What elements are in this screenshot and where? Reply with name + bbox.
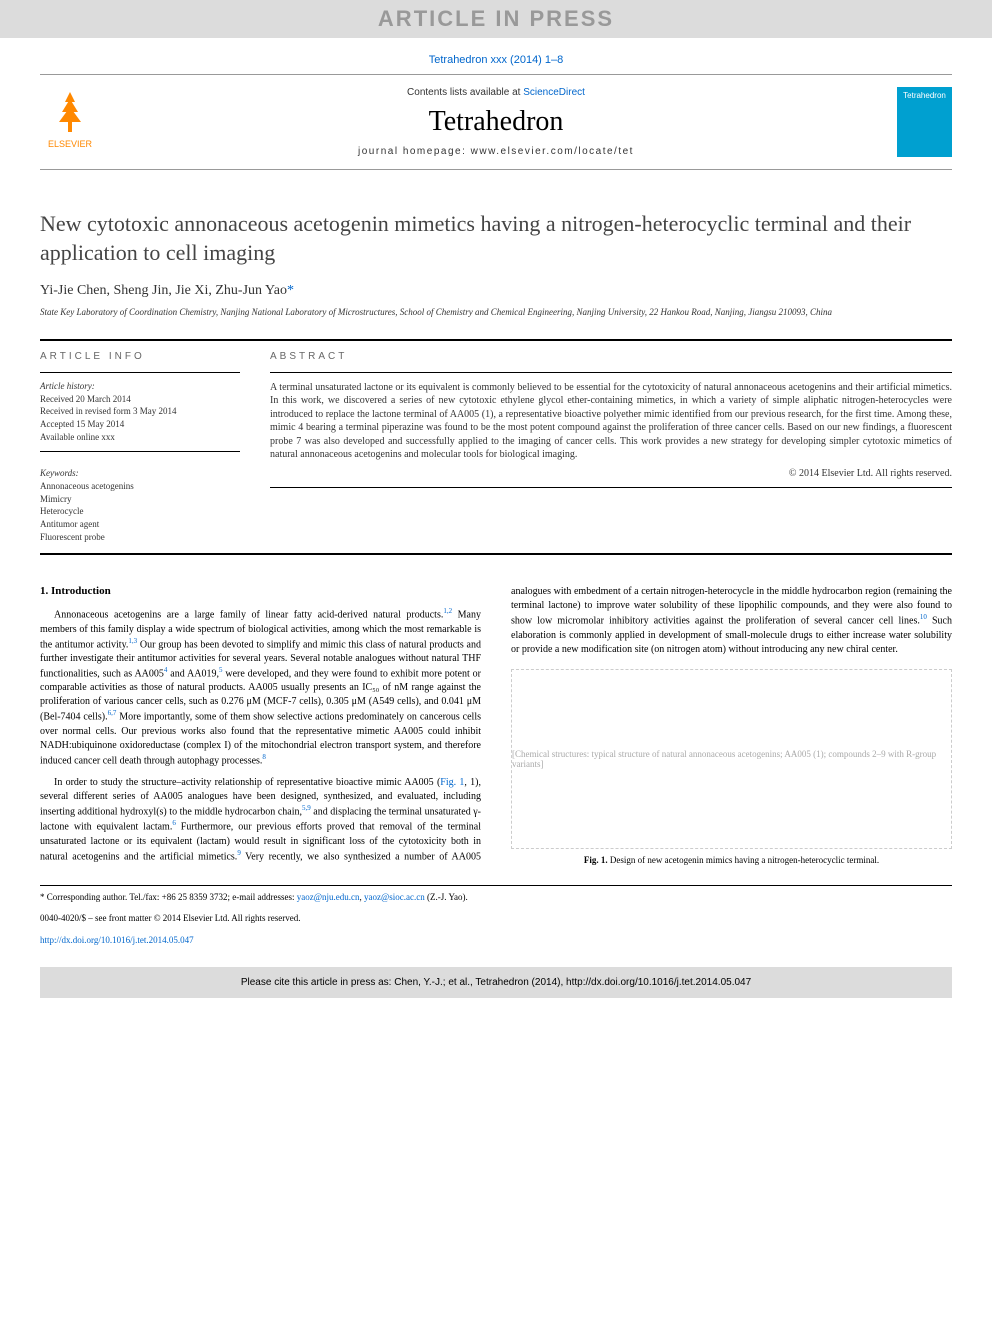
figure-caption: Fig. 1. Design of new acetogenin mimics … xyxy=(511,855,952,865)
received-date: Received 20 March 2014 xyxy=(40,393,240,406)
citation-ref[interactable]: 5,9 xyxy=(302,804,311,812)
figure-caption-text: Design of new acetogenin mimics having a… xyxy=(608,855,879,865)
keyword: Antitumor agent xyxy=(40,518,240,531)
header-citation[interactable]: Tetrahedron xxx (2014) 1–8 xyxy=(40,38,952,74)
contents-text: Contents lists available at xyxy=(407,87,523,98)
revised-date: Received in revised form 3 May 2014 xyxy=(40,405,240,418)
sciencedirect-link[interactable]: ScienceDirect xyxy=(523,87,585,98)
citation-ref[interactable]: 1,2 xyxy=(443,607,452,615)
author-affiliation: State Key Laboratory of Coordination Che… xyxy=(40,307,952,319)
body-text: In order to study the structure–activity… xyxy=(54,777,440,788)
section-heading-introduction: 1. Introduction xyxy=(40,585,481,597)
citation-ref[interactable]: 8 xyxy=(262,753,266,761)
keyword: Fluorescent probe xyxy=(40,531,240,544)
elsevier-tree-icon xyxy=(45,87,95,137)
abstract-heading: ABSTRACT xyxy=(270,351,952,362)
citation-ref[interactable]: 1,3 xyxy=(128,637,137,645)
figure-label: Fig. 1. xyxy=(584,855,608,865)
accepted-date: Accepted 15 May 2014 xyxy=(40,418,240,431)
keyword: Heterocycle xyxy=(40,505,240,518)
figure-ref[interactable]: Fig. 1 xyxy=(440,777,464,788)
authors-text: Yi-Jie Chen, Sheng Jin, Jie Xi, Zhu-Jun … xyxy=(40,283,287,298)
divider xyxy=(40,339,952,341)
corresponding-author-marker[interactable]: * xyxy=(287,283,294,298)
article-title: New cytotoxic annonaceous acetogenin mim… xyxy=(40,210,952,267)
keyword: Mimicry xyxy=(40,493,240,506)
corresp-text: * Corresponding author. Tel./fax: +86 25… xyxy=(40,892,297,902)
divider xyxy=(40,451,240,452)
body-text: Annonaceous acetogenins are a large fami… xyxy=(54,610,443,621)
corresponding-author-note: * Corresponding author. Tel./fax: +86 25… xyxy=(40,892,952,904)
footer-notes: * Corresponding author. Tel./fax: +86 25… xyxy=(40,885,952,947)
abstract-text: A terminal unsaturated lactone or its eq… xyxy=(270,381,952,462)
elsevier-logo[interactable]: ELSEVIER xyxy=(40,87,100,157)
journal-header: ELSEVIER Contents lists available at Sci… xyxy=(40,74,952,170)
keywords-label: Keywords: xyxy=(40,468,240,478)
article-info-block: ARTICLE INFO Article history: Received 2… xyxy=(40,351,240,543)
abstract-copyright: © 2014 Elsevier Ltd. All rights reserved… xyxy=(270,468,952,479)
available-date: Available online xxx xyxy=(40,431,240,444)
email-link[interactable]: yaoz@nju.edu.cn xyxy=(297,892,360,902)
figure-image-placeholder: [Chemical structures: typical structure … xyxy=(511,669,952,849)
journal-cover-thumbnail[interactable]: Tetrahedron xyxy=(897,87,952,157)
divider xyxy=(270,487,952,488)
body-paragraph: Annonaceous acetogenins are a large fami… xyxy=(40,607,481,768)
cover-title: Tetrahedron xyxy=(903,91,946,100)
copyright-line: 0040-4020/$ – see front matter © 2014 El… xyxy=(40,913,952,925)
keyword: Annonaceous acetogenins xyxy=(40,480,240,493)
article-info-heading: ARTICLE INFO xyxy=(40,351,240,362)
history-label: Article history: xyxy=(40,381,240,391)
author-list: Yi-Jie Chen, Sheng Jin, Jie Xi, Zhu-Jun … xyxy=(40,283,952,299)
elsevier-label: ELSEVIER xyxy=(48,139,92,149)
divider xyxy=(40,553,952,555)
figure-1: [Chemical structures: typical structure … xyxy=(511,669,952,865)
divider xyxy=(270,372,952,373)
journal-name: Tetrahedron xyxy=(358,106,634,138)
article-in-press-banner: ARTICLE IN PRESS xyxy=(0,0,992,38)
email-link[interactable]: yaoz@sioc.ac.cn xyxy=(364,892,425,902)
citation-ref[interactable]: 10 xyxy=(920,613,927,621)
divider xyxy=(40,372,240,373)
abstract-block: ABSTRACT A terminal unsaturated lactone … xyxy=(270,351,952,543)
article-body: 1. Introduction Annonaceous acetogenins … xyxy=(40,585,952,864)
corresp-suffix: (Z.-J. Yao). xyxy=(425,892,468,902)
cite-this-article-box: Please cite this article in press as: Ch… xyxy=(40,967,952,998)
journal-homepage[interactable]: journal homepage: www.elsevier.com/locat… xyxy=(358,146,634,157)
contents-available-line: Contents lists available at ScienceDirec… xyxy=(358,87,634,98)
body-text: and AA019, xyxy=(167,668,219,679)
doi-link[interactable]: http://dx.doi.org/10.1016/j.tet.2014.05.… xyxy=(40,935,194,945)
